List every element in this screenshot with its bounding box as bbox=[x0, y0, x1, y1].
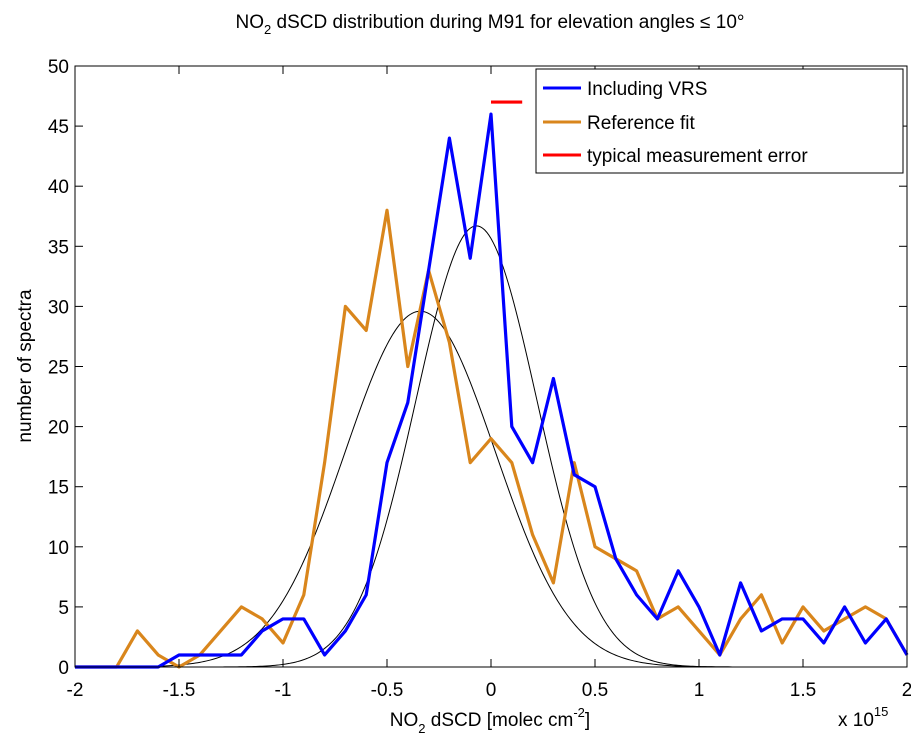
x-tick-label: 2 bbox=[902, 680, 911, 701]
x-tick-label: 0.5 bbox=[582, 680, 608, 701]
legend-label-error: typical measurement error bbox=[587, 146, 808, 167]
x-label-subscript: 2 bbox=[418, 721, 425, 736]
x-tick-label: -0.5 bbox=[371, 680, 404, 701]
x-tick-label: 0 bbox=[486, 680, 497, 701]
x-label-middle: dSCD [molec cm bbox=[426, 710, 574, 731]
y-tick-label: 0 bbox=[58, 658, 69, 679]
title-main: NO bbox=[236, 12, 265, 33]
y-tick-label: 50 bbox=[48, 57, 69, 78]
series-line-reference-fit bbox=[75, 208, 909, 669]
legend-label-vrs: Including VRS bbox=[587, 79, 707, 100]
x-ticks: -2 -1.5 -1 -0.5 0 0.5 1 1.5 2 bbox=[67, 66, 911, 701]
chart-title: NO2 dSCD distribution during M91 for ele… bbox=[236, 12, 745, 37]
y-tick-label: 20 bbox=[48, 418, 69, 439]
x-label-superscript: -2 bbox=[573, 705, 585, 720]
y-tick-label: 30 bbox=[48, 297, 69, 318]
legend: Including VRS Reference fit typical meas… bbox=[535, 68, 904, 174]
x-multiplier-exponent: 15 bbox=[874, 704, 888, 719]
x-tick-label: 1 bbox=[694, 680, 705, 701]
y-tick-label: 15 bbox=[48, 478, 69, 499]
legend-box bbox=[535, 68, 904, 174]
y-ticks: 0 5 10 15 20 25 30 35 40 45 50 bbox=[48, 57, 907, 679]
series-line-including-vrs bbox=[75, 112, 909, 669]
x-axis-label: NO2 dSCD [molec cm-2] bbox=[390, 705, 590, 736]
title-rest: dSCD distribution during M91 for elevati… bbox=[271, 12, 744, 33]
y-tick-label: 45 bbox=[48, 117, 69, 138]
x-label-main: NO bbox=[390, 710, 419, 731]
x-axis-multiplier: x 1015 bbox=[838, 704, 888, 731]
x-tick-label: -1 bbox=[275, 680, 292, 701]
x-tick-label: -2 bbox=[67, 680, 84, 701]
y-tick-label: 35 bbox=[48, 237, 69, 258]
y-tick-label: 40 bbox=[48, 177, 69, 198]
y-axis-label: number of spectra bbox=[15, 289, 36, 443]
y-tick-label: 25 bbox=[48, 358, 69, 379]
x-tick-label: -1.5 bbox=[163, 680, 196, 701]
x-tick-label: 1.5 bbox=[790, 680, 816, 701]
y-tick-label: 5 bbox=[58, 598, 69, 619]
series-lines bbox=[75, 100, 909, 669]
title-subscript: 2 bbox=[264, 22, 271, 37]
x-multiplier-base: x 10 bbox=[838, 710, 874, 731]
y-tick-label: 10 bbox=[48, 538, 69, 559]
x-label-end: ] bbox=[585, 710, 590, 731]
legend-label-reference: Reference fit bbox=[587, 113, 695, 134]
